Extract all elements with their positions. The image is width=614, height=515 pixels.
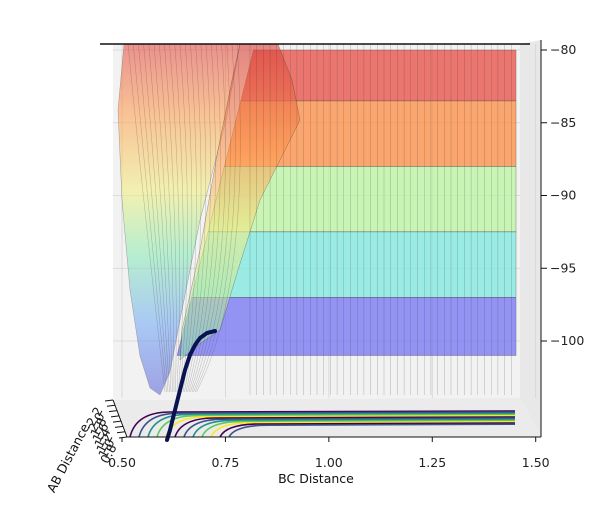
y-axis-ticks: 0.81.01.21.41.61.82.02.2 <box>83 399 128 466</box>
mesh-curve <box>179 43 188 393</box>
surface-bands <box>176 49 517 356</box>
x-tick-label: 0.50 <box>108 455 136 470</box>
y-tick-mark <box>112 420 122 423</box>
y-tick-mark <box>108 410 118 413</box>
mesh-curve <box>143 43 170 393</box>
trajectory-line <box>165 329 217 442</box>
mesh-curve <box>193 43 231 393</box>
x-tick-label: 0.75 <box>212 455 240 470</box>
surface-band <box>176 297 517 356</box>
mesh-curve <box>182 43 197 393</box>
contour-line <box>147 412 516 438</box>
mesh-curve <box>190 43 221 393</box>
contour-line <box>138 411 516 438</box>
mesh-curve <box>191 43 226 393</box>
contour-line <box>228 423 516 438</box>
mesh-curve <box>148 43 172 393</box>
contour-line <box>183 417 516 438</box>
z-tick-label: −85 <box>550 115 576 130</box>
y-tick-mark <box>116 431 126 434</box>
contour-line <box>219 422 516 438</box>
mesh-curve <box>174 43 184 393</box>
y-tick-mark <box>106 404 116 407</box>
y-tick-mark <box>114 425 124 428</box>
mesh-curve <box>159 43 175 393</box>
y-axis-label: AB Distance <box>44 421 93 495</box>
mesh-curve <box>127 43 166 393</box>
mesh-curve <box>181 43 193 393</box>
y-tick-mark <box>118 436 128 439</box>
mesh-curve <box>164 43 177 393</box>
z-tick-label: −100 <box>550 333 584 348</box>
mesh-curve <box>196 43 241 393</box>
trajectory-curve <box>165 329 217 442</box>
contour-line <box>192 418 516 438</box>
mesh-curve <box>138 43 169 393</box>
mesh-curve <box>187 43 211 393</box>
x-tick-label: 1.25 <box>418 455 446 470</box>
z-axis-ticks: −80 −85 −90 −95 −100 <box>541 42 584 348</box>
z-tick-label: −80 <box>550 42 576 57</box>
right-pane <box>520 40 541 437</box>
y-axis-line <box>112 399 128 438</box>
contour-line <box>129 410 516 438</box>
contour-line <box>210 421 516 438</box>
mesh-curve <box>185 43 206 393</box>
mesh-curve <box>169 43 180 393</box>
contour-line <box>201 419 516 438</box>
x-axis-label: BC Distance <box>278 471 354 486</box>
mesh-curve <box>188 43 216 393</box>
y-tick-mark <box>104 399 114 402</box>
mesh-lines <box>127 43 512 395</box>
y-tick-mark <box>110 415 120 418</box>
x-axis-ticks: 0.500.751.001.251.501.752.002.25 <box>108 437 550 470</box>
mesh-curve <box>153 43 173 393</box>
x-tick-label: 1.50 <box>522 455 550 470</box>
z-tick-label: −90 <box>550 188 576 203</box>
x-tick-label: 1.00 <box>315 455 343 470</box>
mesh-curve <box>194 43 236 393</box>
mesh-curve <box>133 43 167 393</box>
contour-line <box>174 416 516 438</box>
z-tick-label: −95 <box>550 260 576 275</box>
